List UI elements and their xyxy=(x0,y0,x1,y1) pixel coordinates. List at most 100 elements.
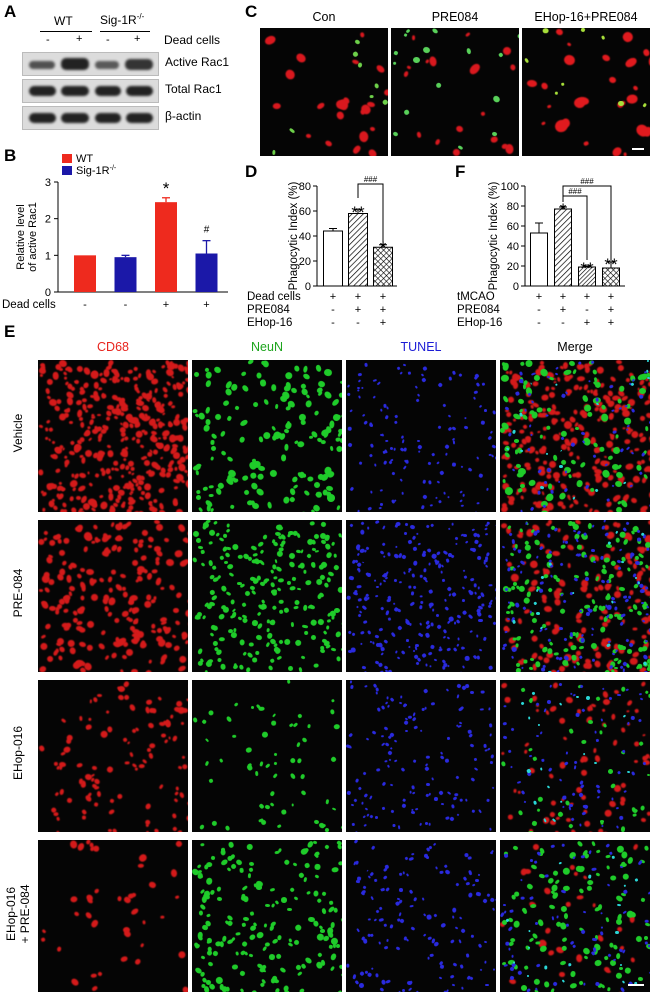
cell-dot xyxy=(543,664,547,669)
cell-dot xyxy=(612,944,619,951)
cell-dot xyxy=(550,386,556,391)
cell-dot xyxy=(642,733,647,737)
cell-dot xyxy=(456,693,460,698)
cell-dot xyxy=(620,726,626,733)
cell-dot xyxy=(531,820,539,827)
cell-dot xyxy=(586,885,594,892)
cell-dot xyxy=(452,962,457,967)
cell-dot xyxy=(119,669,124,672)
cell-dot xyxy=(323,581,330,588)
cell-dot xyxy=(388,460,393,465)
cell-dot xyxy=(540,120,546,126)
cell-dot xyxy=(59,789,65,796)
cell-dot xyxy=(473,758,478,762)
cell-dot xyxy=(520,484,525,489)
cell-dot xyxy=(649,439,650,443)
cell-dot xyxy=(381,735,385,738)
cell-dot xyxy=(612,739,619,747)
cell-dot xyxy=(289,495,296,503)
cell-dot xyxy=(523,409,527,412)
cell-dot xyxy=(614,606,618,611)
cell-dot xyxy=(364,807,369,811)
cell-dot xyxy=(421,373,425,377)
cell-dot xyxy=(613,590,622,598)
cell-dot xyxy=(463,533,468,537)
row-sign-b: + xyxy=(203,299,209,311)
cell-dot xyxy=(145,699,153,706)
cell-dot xyxy=(488,896,495,903)
cell-dot xyxy=(51,440,56,445)
cell-dot xyxy=(129,751,134,757)
cell-dot xyxy=(643,845,650,852)
cell-dot xyxy=(250,989,258,992)
cell-dot xyxy=(427,461,432,466)
cell-dot xyxy=(458,671,463,672)
cell-dot xyxy=(184,639,188,645)
cell-dot xyxy=(208,709,214,716)
cell-dot xyxy=(635,464,642,472)
cell-dot xyxy=(196,871,204,879)
cell-dot xyxy=(200,561,206,567)
cell-dot xyxy=(382,403,387,408)
cell-dot xyxy=(406,64,412,69)
cell-dot xyxy=(363,823,367,828)
cell-dot xyxy=(646,811,650,818)
cell-dot xyxy=(300,737,308,744)
cell-dot xyxy=(559,971,566,978)
cell-dot xyxy=(648,503,650,508)
bar-b xyxy=(114,257,137,292)
cell-dot xyxy=(159,915,165,919)
cell-dot xyxy=(482,636,487,641)
cell-dot xyxy=(211,564,217,570)
cell-dot xyxy=(120,474,125,479)
cell-dot xyxy=(578,386,583,391)
cell-dot xyxy=(443,628,448,634)
cell-dot xyxy=(602,723,608,728)
cell-dot xyxy=(149,708,156,713)
cell-dot xyxy=(275,565,283,572)
cell-dot xyxy=(234,405,241,411)
cell-dot xyxy=(380,979,386,985)
cell-dot xyxy=(361,801,364,805)
cell-dot xyxy=(631,715,636,721)
cell-dot xyxy=(382,99,388,106)
cell-dot xyxy=(86,403,94,410)
cell-dot xyxy=(519,361,526,367)
cell-dot xyxy=(380,651,384,656)
cell-dot xyxy=(466,953,470,958)
cell-dot xyxy=(504,853,509,858)
cell-dot xyxy=(283,638,291,646)
cell-dot xyxy=(579,823,582,827)
cell-dot xyxy=(532,843,539,850)
cell-dot xyxy=(220,663,227,671)
cell-dot xyxy=(407,980,413,985)
cell-dot xyxy=(241,601,248,608)
cell-dot xyxy=(271,721,277,727)
cell-dot xyxy=(361,561,365,564)
cell-dot xyxy=(133,365,139,372)
cell-dot xyxy=(620,613,626,618)
cell-dot xyxy=(323,389,334,400)
cell-dot xyxy=(505,410,513,419)
cell-dot xyxy=(544,873,549,878)
cell-dot xyxy=(225,715,233,723)
cell-dot xyxy=(554,366,559,371)
cell-dot xyxy=(215,886,222,893)
cell-dot xyxy=(475,891,481,897)
cell-dot xyxy=(638,471,643,477)
cell-dot xyxy=(494,455,496,461)
cell-dot xyxy=(256,372,263,379)
cell-dot xyxy=(548,704,558,713)
cell-dot xyxy=(595,872,600,877)
cell-dot xyxy=(90,918,100,929)
cell-dot xyxy=(379,506,383,510)
y-tick-label-f: 100 xyxy=(501,181,519,193)
cell-dot xyxy=(410,926,416,931)
cell-dot xyxy=(108,588,114,594)
y-axis-label-b: Relative levelof active Rac1 xyxy=(15,202,39,272)
cell-dot xyxy=(429,503,434,507)
cell-dot xyxy=(39,373,43,378)
cell-dot xyxy=(269,887,276,892)
cell-dot xyxy=(192,716,198,723)
cell-dot xyxy=(278,546,284,553)
